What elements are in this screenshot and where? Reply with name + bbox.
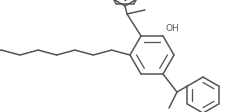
Text: OH: OH	[166, 24, 180, 33]
